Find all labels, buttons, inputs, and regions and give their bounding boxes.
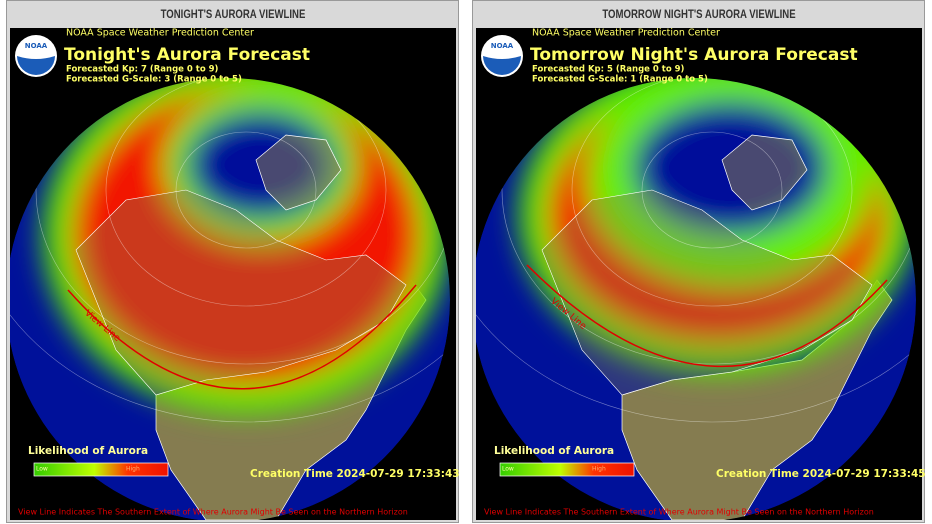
kp: Forecasted Kp: 7 (Range 0 to 9)	[66, 65, 219, 75]
legend-high: High	[592, 466, 606, 473]
panel-header: TOMORROW NIGHT'S AURORA VIEWLINE	[602, 8, 795, 21]
view-line	[526, 264, 888, 367]
graticule	[641, 131, 783, 249]
forecast-title: Tomorrow Night's Aurora Forecast	[530, 45, 858, 65]
globe-inner	[10, 78, 450, 520]
creation-time: Creation Time 2024-07-29 17:33:43	[250, 468, 460, 480]
g-scale: Forecasted G-Scale: 1 (Range 0 to 5)	[532, 75, 708, 85]
canada	[541, 189, 873, 396]
logo-text: NOAA	[491, 42, 514, 50]
forecast-title: Tonight's Aurora Forecast	[64, 45, 310, 65]
globe-inner	[476, 78, 916, 520]
agency: NOAA Space Weather Prediction Center	[66, 28, 254, 39]
agency: NOAA Space Weather Prediction Center	[532, 28, 720, 39]
legend-bar	[33, 462, 169, 477]
graticule	[10, 78, 450, 423]
globe	[10, 78, 450, 520]
canada	[75, 189, 407, 396]
footer: View Line Indicates The Southern Extent …	[18, 508, 408, 517]
greenland	[721, 134, 808, 211]
legend-bar	[499, 462, 635, 477]
forecast-panel: TOMORROW NIGHT'S AURORA VIEWLINE View Lin…	[472, 0, 926, 523]
logo-text: NOAA	[25, 42, 48, 50]
legend-title: Likelihood of Aurora	[28, 445, 148, 457]
greenland	[255, 134, 342, 211]
footer: View Line Indicates The Southern Extent …	[484, 508, 874, 517]
graticule	[105, 78, 387, 307]
legend-title: Likelihood of Aurora	[494, 445, 614, 457]
logo-blue	[483, 56, 521, 75]
legend-high: High	[126, 466, 140, 473]
g-scale: Forecasted G-Scale: 3 (Range 0 to 5)	[66, 75, 242, 85]
graticule	[175, 131, 317, 249]
globe	[476, 78, 916, 520]
graticule	[571, 78, 853, 307]
graticule	[501, 78, 916, 365]
panel-header: TONIGHT'S AURORA VIEWLINE	[161, 8, 306, 21]
creation-time: Creation Time 2024-07-29 17:33:45	[716, 468, 926, 480]
kp: Forecasted Kp: 5 (Range 0 to 9)	[532, 65, 685, 75]
logo-blue	[17, 56, 55, 75]
legend-low: Low	[502, 466, 514, 473]
view-line	[67, 284, 417, 390]
legend-low: Low	[36, 466, 48, 473]
graticule	[476, 78, 916, 423]
graticule	[35, 78, 450, 365]
